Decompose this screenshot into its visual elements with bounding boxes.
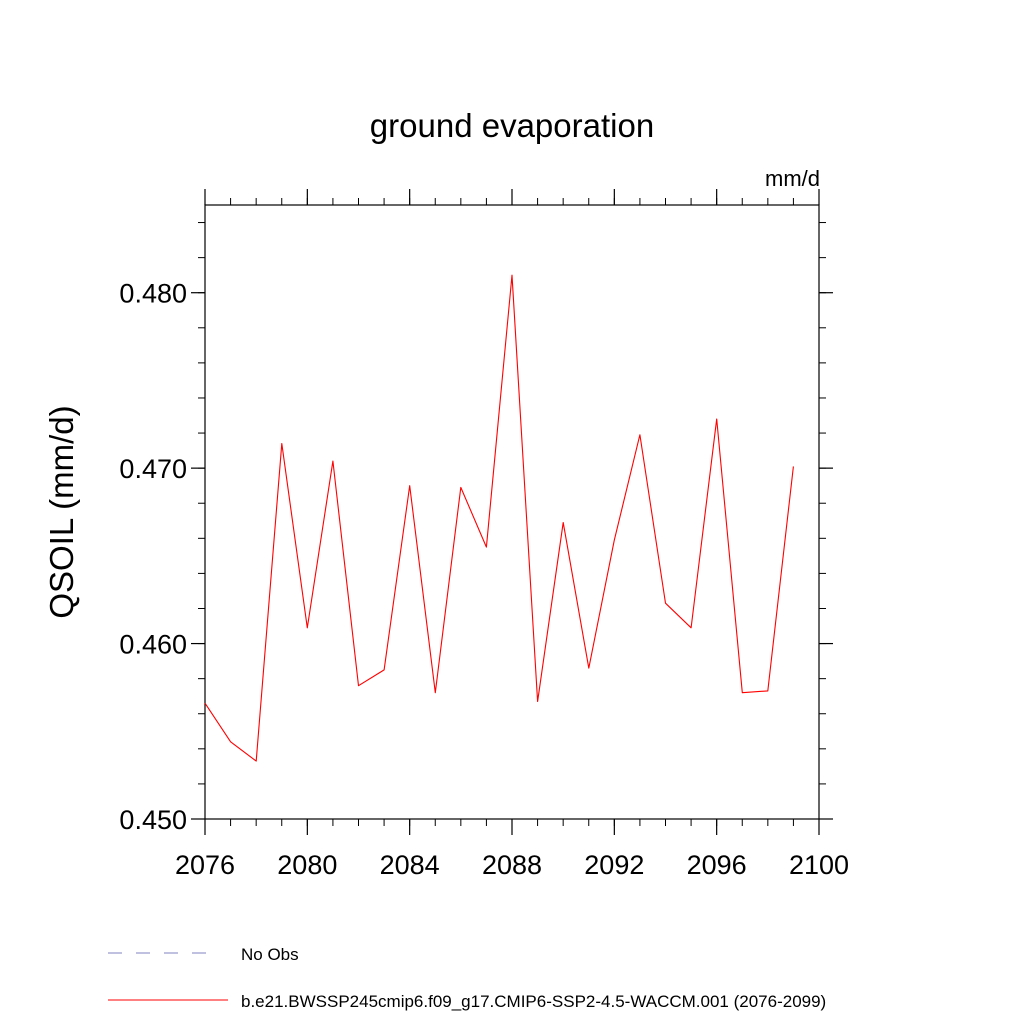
x-tick-label: 2096: [687, 850, 747, 880]
x-tick-label: 2092: [584, 850, 644, 880]
legend-label: No Obs: [241, 945, 299, 964]
y-tick-label: 0.450: [119, 805, 187, 835]
x-axis-ticks: 2076 2080 2084 2088 2092 2096 2100: [175, 189, 849, 880]
units-label: mm/d: [765, 166, 820, 191]
x-tick-label: 2088: [482, 850, 542, 880]
y-tick-label: 0.480: [119, 279, 187, 309]
plot-frame: [204, 204, 820, 820]
series-line: [204, 274, 794, 762]
y-axis-label: QSOIL (mm/d): [43, 405, 80, 618]
x-tick-label: 2076: [175, 850, 235, 880]
x-tick-label: 2080: [277, 850, 337, 880]
legend: No Obs b.e21.BWSSP245cmip6.f09_g17.CMIP6-…: [108, 945, 826, 1011]
x-tick-label: 2100: [789, 850, 849, 880]
x-tick-label: 2084: [380, 850, 440, 880]
legend-label: b.e21.BWSSP245cmip6.f09_g17.CMIP6-SSP2-4…: [241, 992, 826, 1011]
y-axis-ticks: 0.450 0.460 0.470 0.480: [119, 222, 833, 835]
series-layer: [204, 274, 794, 762]
y-tick-label: 0.470: [119, 454, 187, 484]
y-tick-label: 0.460: [119, 630, 187, 660]
chart-title: ground evaporation: [370, 107, 654, 144]
